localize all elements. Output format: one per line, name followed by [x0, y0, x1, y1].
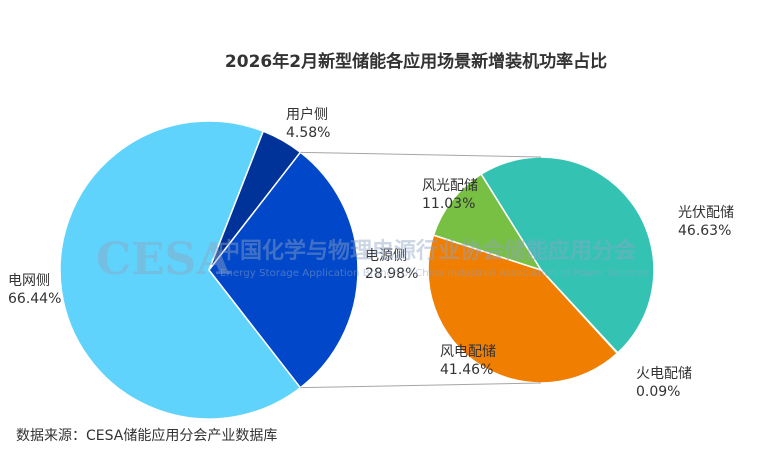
watermark-name-cn: 中国化学与物理电源行业协会储能应用分会 — [218, 238, 636, 264]
main-pie — [59, 120, 359, 420]
sub-3-value: 11.03% — [422, 196, 475, 212]
connector-lines — [300, 151, 542, 389]
main-2-value: 28.98% — [365, 266, 418, 282]
sub-slice-3 — [432, 173, 543, 272]
main-1-label: 用户侧 — [286, 106, 328, 123]
sub-pie — [427, 156, 655, 384]
sub-0-label: 光伏配储 — [678, 205, 734, 221]
source-note: 数据来源：CESA储能应用分会产业数据库 — [16, 427, 277, 444]
connector-top — [300, 151, 542, 158]
sub-1-value: 0.09% — [636, 384, 680, 400]
watermark-logo: CESA — [96, 234, 231, 285]
chart-title: 2026年2月新型储能各应用场景新增装机功率占比 — [225, 51, 607, 72]
main-1-value: 4.58% — [286, 125, 330, 141]
main-0-value: 66.44% — [8, 291, 61, 307]
main-slice-2 — [208, 151, 359, 389]
sub-2-value: 41.46% — [440, 362, 493, 378]
sub-slice-0 — [480, 156, 655, 354]
watermark-name-en: Energy Storage Application Branch of Chi… — [220, 268, 648, 279]
sub-0-value: 46.63% — [678, 223, 731, 239]
main-0-label: 电网侧 — [8, 273, 50, 289]
main-slice-0 — [59, 120, 302, 420]
main-2-label: 电源侧 — [365, 248, 407, 264]
connector-bottom — [300, 382, 542, 389]
data-labels: 电网侧 66.44% 用户侧 4.58% 电源侧 28.98% 光伏配储 46.63% 火电配储… — [8, 106, 734, 400]
sub-1-label: 火电配储 — [636, 366, 692, 382]
watermark: CESA 中国化学与物理电源行业协会储能应用分会 Energy Storage … — [96, 234, 648, 285]
sub-slice-2 — [427, 234, 619, 384]
sub-3-label: 风光配储 — [422, 178, 478, 194]
sub-2-label: 风电配储 — [440, 344, 496, 360]
